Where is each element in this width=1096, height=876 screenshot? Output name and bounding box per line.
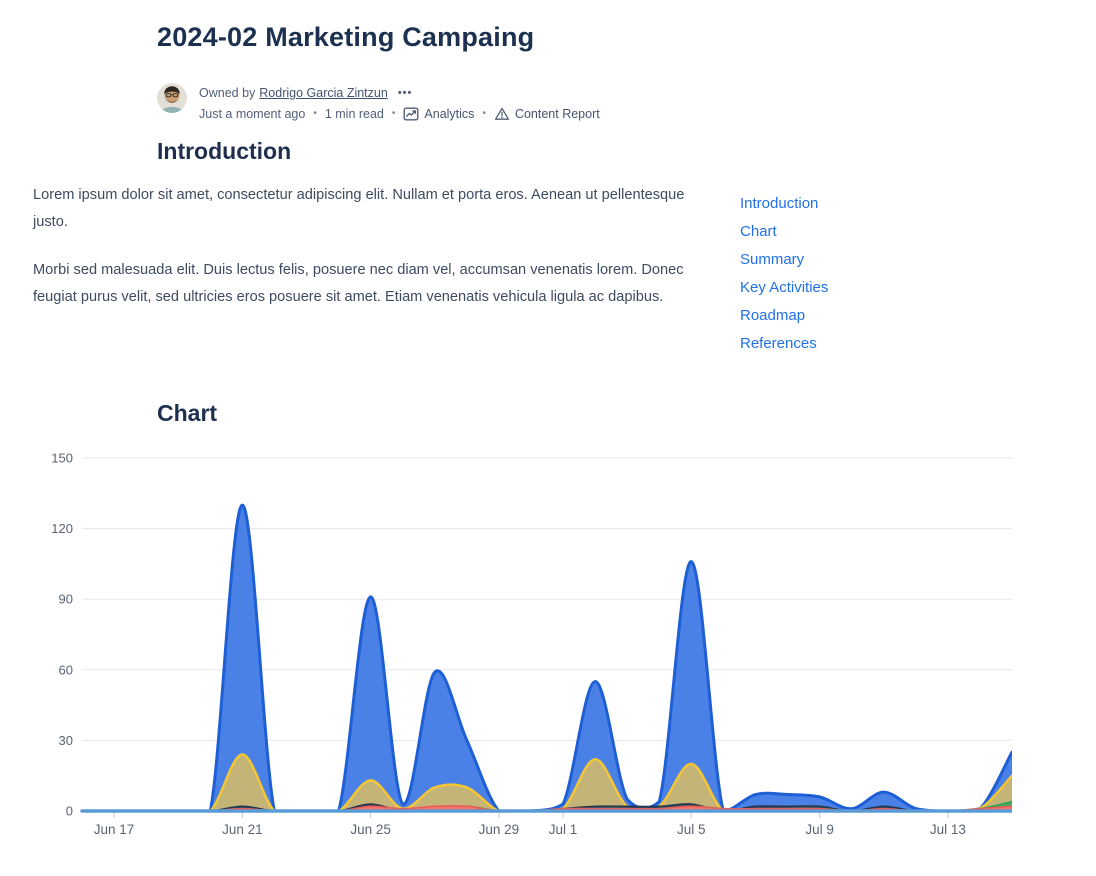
table-of-contents: Introduction Chart Summary Key Activitie… (740, 190, 828, 358)
svg-text:Jun 17: Jun 17 (94, 822, 135, 837)
dot-separator: • (482, 108, 486, 119)
page-title: 2024-02 Marketing Campaing (157, 22, 535, 52)
svg-text:Jul 5: Jul 5 (677, 822, 706, 837)
introduction-heading: Introduction (157, 138, 292, 164)
dot-separator: • (313, 108, 317, 119)
toc-link-references[interactable]: References (740, 335, 817, 352)
toc-link-key-activities[interactable]: Key Activities (740, 279, 829, 296)
svg-text:Jun 29: Jun 29 (479, 822, 520, 837)
toc-link-summary[interactable]: Summary (740, 251, 805, 268)
paragraph: Morbi sed malesuada elit. Duis lectus fe… (33, 262, 684, 305)
svg-text:150: 150 (51, 451, 73, 466)
analytics-icon (403, 107, 419, 121)
svg-text:90: 90 (59, 592, 73, 607)
svg-text:120: 120 (51, 521, 73, 536)
analytics-button[interactable]: Analytics (403, 104, 474, 124)
introduction-body: Lorem ipsum dolor sit amet, consectetur … (33, 182, 691, 332)
svg-text:0: 0 (66, 804, 73, 819)
content-report-label: Content Report (514, 107, 600, 121)
analytics-label: Analytics (424, 107, 475, 121)
owned-by-label: Owned by (199, 86, 256, 100)
svg-text:Jul 1: Jul 1 (549, 822, 578, 837)
toc-link-roadmap[interactable]: Roadmap (740, 307, 806, 324)
dot-separator: • (391, 108, 396, 119)
svg-text:30: 30 (59, 733, 73, 748)
toc-link-chart[interactable]: Chart (740, 223, 777, 240)
more-options-button[interactable]: ••• (397, 87, 413, 99)
svg-text:60: 60 (59, 662, 73, 677)
chart-heading: Chart (157, 400, 218, 426)
warning-triangle-icon (494, 107, 510, 120)
toc-link-introduction[interactable]: Introduction (740, 195, 819, 212)
content-report-button[interactable]: Content Report (494, 104, 600, 124)
byline: Owned by Rodrigo Garcia Zintzun ••• Just… (157, 83, 600, 124)
avatar-photo (157, 83, 187, 113)
svg-text:Jun 21: Jun 21 (222, 822, 263, 837)
read-time-text: 1 min read (324, 107, 384, 121)
svg-text:Jun 25: Jun 25 (350, 822, 391, 837)
paragraph: Lorem ipsum dolor sit amet, consectetur … (33, 187, 685, 230)
svg-text:Jul 9: Jul 9 (805, 822, 834, 837)
avatar[interactable] (157, 83, 187, 113)
chart-canvas: 0 30 60 90 120 150 Jun 17 Jun 21 Jun 25 Jun 29 Jul… (51, 451, 1012, 837)
svg-text:Jul 13: Jul 13 (930, 822, 966, 837)
chart-area: 0 30 60 90 120 150 Jun 17 Jun 21 Jun 25 Jun 29 Jul… (0, 440, 1096, 876)
last-updated-text: Just a moment ago (199, 107, 306, 121)
owner-link[interactable]: Rodrigo Garcia Zintzun (259, 86, 388, 100)
